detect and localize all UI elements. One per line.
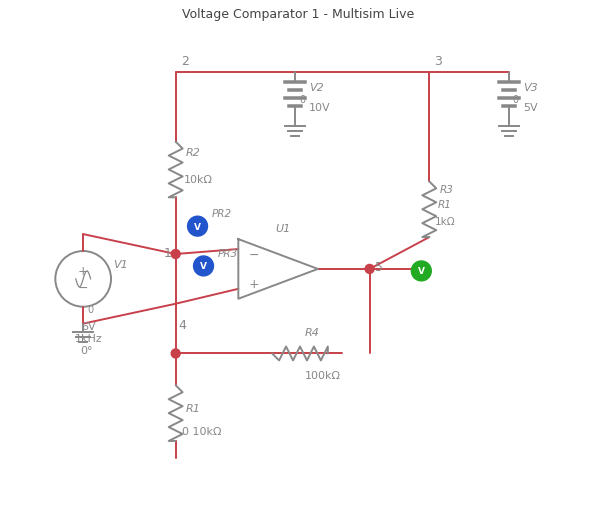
Text: V: V [200,262,207,271]
Circle shape [171,349,180,358]
Text: 5: 5 [374,261,383,274]
Text: R1: R1 [437,200,451,210]
Circle shape [365,265,374,274]
Text: 100kΩ: 100kΩ [305,371,341,381]
Text: V: V [418,267,425,276]
Circle shape [193,257,214,276]
Text: V1: V1 [113,260,128,269]
Text: 2: 2 [181,55,189,68]
Text: 0: 0 [513,95,519,105]
Circle shape [171,250,180,259]
Text: 0°: 0° [80,346,93,356]
Text: R4: R4 [305,327,320,337]
Text: −: − [248,248,259,261]
Text: 3: 3 [434,55,442,68]
Text: 4: 4 [179,318,186,331]
Text: R1: R1 [186,403,201,413]
Text: PR3: PR3 [217,248,238,259]
Text: R3: R3 [439,185,453,195]
Text: 5V: 5V [523,103,537,112]
Text: 6V: 6V [81,321,96,331]
Text: 0: 0 [87,304,93,314]
Text: V2: V2 [309,83,324,93]
Text: 0: 0 [299,95,305,105]
Text: U1: U1 [275,223,291,234]
Text: V: V [194,222,201,231]
Text: Voltage Comparator 1 - Multisim Live: Voltage Comparator 1 - Multisim Live [182,8,415,20]
Text: 1kΩ: 1kΩ [435,217,456,227]
Text: −: − [78,282,88,295]
Text: +: + [248,278,259,291]
Text: V3: V3 [523,83,537,93]
Text: 1kHz: 1kHz [75,333,103,343]
Text: 10kΩ: 10kΩ [184,175,213,185]
Circle shape [187,217,208,237]
Text: 10V: 10V [309,103,331,112]
Text: 0 10kΩ: 0 10kΩ [181,426,221,436]
Text: 1: 1 [164,246,171,259]
Text: R2: R2 [186,147,201,157]
Circle shape [411,262,431,281]
Text: PR2: PR2 [211,209,232,219]
Text: +: + [78,265,88,278]
